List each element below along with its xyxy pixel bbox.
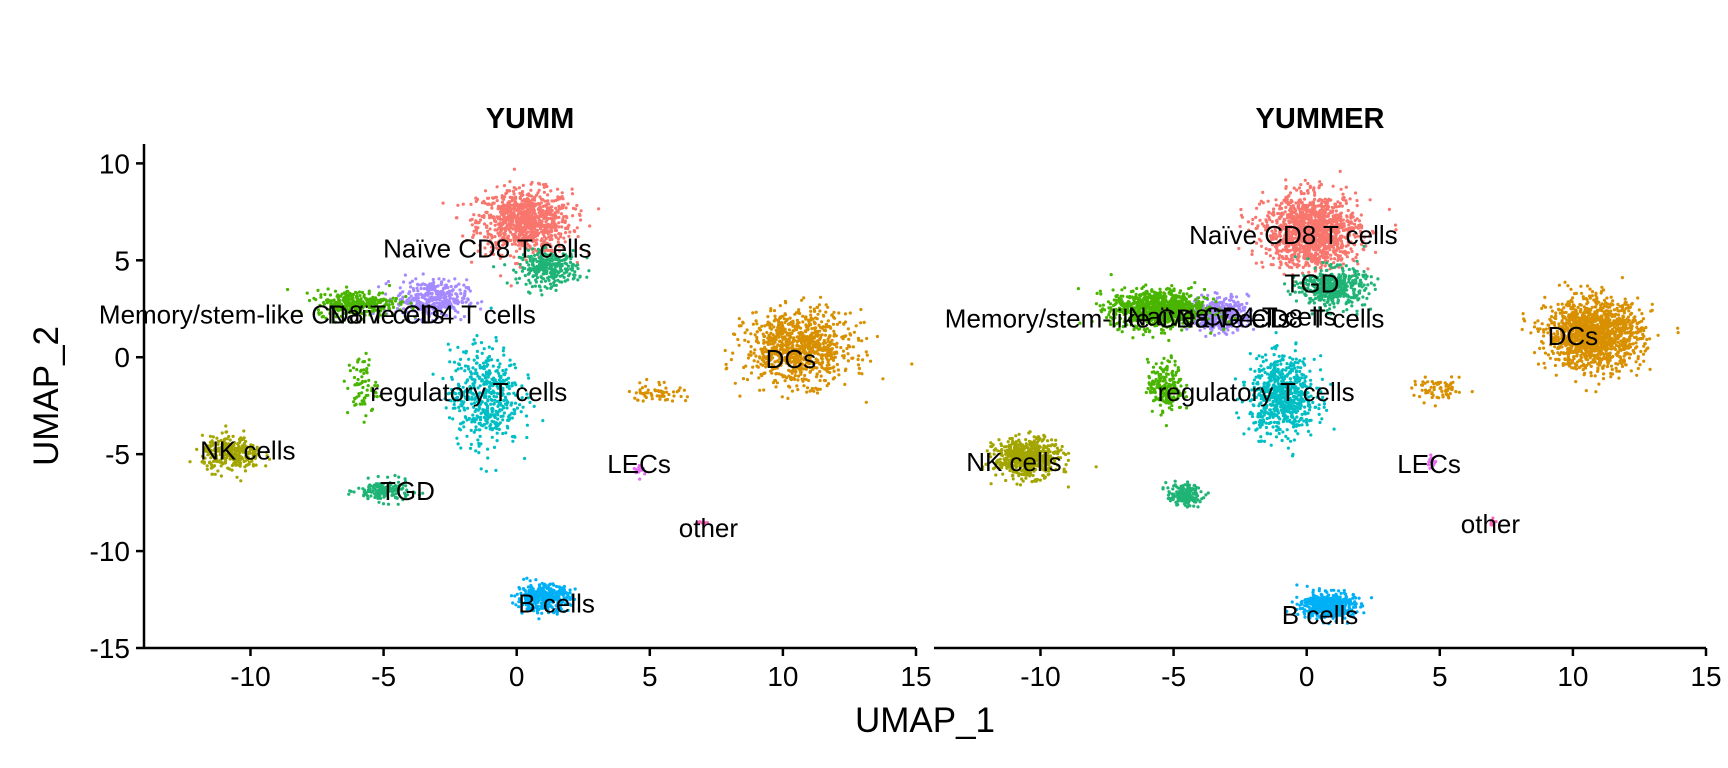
cluster-label: Naïve CD4 T cells — [1128, 302, 1337, 332]
cluster-label: regulatory T cells — [370, 377, 567, 407]
cluster-label: regulatory T cells — [1158, 377, 1355, 407]
cluster-points — [1426, 453, 1438, 470]
x-tick-label: 15 — [1690, 661, 1721, 692]
cluster-points — [1283, 244, 1380, 316]
x-axis-title: UMAP_1 — [855, 701, 995, 740]
cluster-label: B cells — [518, 588, 595, 618]
cluster-label: other — [1461, 509, 1521, 539]
scatter-points — [981, 169, 1680, 626]
panel-yummer: YUMMER Naïve CD8 T cells TGD Memory/stem-l… — [934, 103, 1722, 692]
x-tick-label: -5 — [371, 661, 396, 692]
cluster-points — [1161, 479, 1210, 509]
panel-title: YUMM — [486, 103, 575, 135]
cluster-label: NK cells — [200, 435, 295, 465]
cluster-points — [697, 520, 709, 527]
y-tick-label: -10 — [90, 536, 130, 567]
y-axis-ticks: 10 5 0 -5 -10 -15 — [90, 148, 144, 664]
cluster-label: Memory/stem-like CD8 T cells — [99, 300, 445, 330]
x-tick-label: 0 — [509, 661, 525, 692]
x-tick-label: 0 — [1299, 661, 1315, 692]
cluster-points — [1144, 338, 1189, 428]
cluster-label: DCs — [766, 344, 817, 374]
cluster-points — [1174, 291, 1256, 338]
y-tick-label: 5 — [114, 245, 130, 276]
cluster-label: DCs — [1548, 321, 1599, 351]
panel-title: YUMMER — [1256, 103, 1385, 135]
cluster-points — [347, 473, 425, 506]
cluster-points — [492, 246, 591, 297]
cluster-label: Naïve CD8 T cells — [1176, 304, 1385, 334]
cluster-label: Naïve CD8 T cells — [383, 234, 592, 264]
panel-yumm: YUMM Naïve CD8 T cells Memory/stem-like C… — [90, 103, 932, 692]
cluster-points — [1285, 583, 1374, 626]
cluster-label: B cells — [1282, 600, 1359, 630]
x-axis-ticks: -10 -5 0 5 10 15 — [230, 648, 932, 692]
cluster-label: Naïve CD4 T cells — [327, 300, 536, 330]
cluster-points — [371, 272, 484, 324]
cluster-points — [1489, 516, 1498, 527]
cluster-points — [1410, 375, 1474, 408]
cluster-points — [632, 464, 647, 481]
cluster-points — [1233, 331, 1336, 458]
cluster-label: other — [679, 513, 739, 543]
cluster-points — [509, 576, 577, 621]
cluster-points — [441, 167, 601, 288]
cluster-points — [1237, 169, 1398, 295]
y-axis-title: UMAP_2 — [27, 326, 66, 466]
x-tick-label: -10 — [230, 661, 270, 692]
x-tick-label: 15 — [900, 661, 931, 692]
x-tick-label: -5 — [1161, 661, 1186, 692]
scatter-points — [188, 167, 914, 621]
cluster-label: Naïve CD8 T cells — [1189, 220, 1398, 250]
x-tick-label: 5 — [1432, 661, 1448, 692]
x-axis-ticks: -10 -5 0 5 10 15 — [1020, 648, 1722, 692]
cluster-points — [1520, 276, 1680, 394]
y-tick-label: -15 — [90, 633, 130, 664]
cluster-label: NK cells — [966, 447, 1061, 477]
cluster-points — [723, 295, 914, 404]
x-tick-label: 10 — [1557, 661, 1588, 692]
cluster-labels: Naïve CD8 T cells Memory/stem-like CD8 T … — [99, 234, 816, 619]
cluster-label: TGD — [380, 476, 435, 506]
x-tick-label: 5 — [642, 661, 658, 692]
cluster-points — [627, 377, 690, 403]
cluster-points — [342, 351, 383, 424]
y-tick-label: -5 — [105, 439, 130, 470]
cluster-label: TGD — [1285, 269, 1340, 299]
cluster-label: LECs — [1397, 449, 1461, 479]
cluster-points — [1076, 273, 1237, 340]
x-tick-label: 10 — [767, 661, 798, 692]
cluster-points — [286, 283, 417, 324]
cluster-points — [188, 424, 272, 483]
cluster-label: Memory/stem-like CD8 T cells — [945, 304, 1291, 334]
cluster-points — [431, 306, 545, 473]
x-tick-label: -10 — [1020, 661, 1060, 692]
y-tick-label: 0 — [114, 342, 130, 373]
y-tick-label: 10 — [99, 148, 130, 179]
cluster-labels: Naïve CD8 T cells TGD Memory/stem-like CD8… — [945, 220, 1598, 630]
cluster-label: LECs — [607, 449, 671, 479]
cluster-points — [981, 430, 1098, 489]
